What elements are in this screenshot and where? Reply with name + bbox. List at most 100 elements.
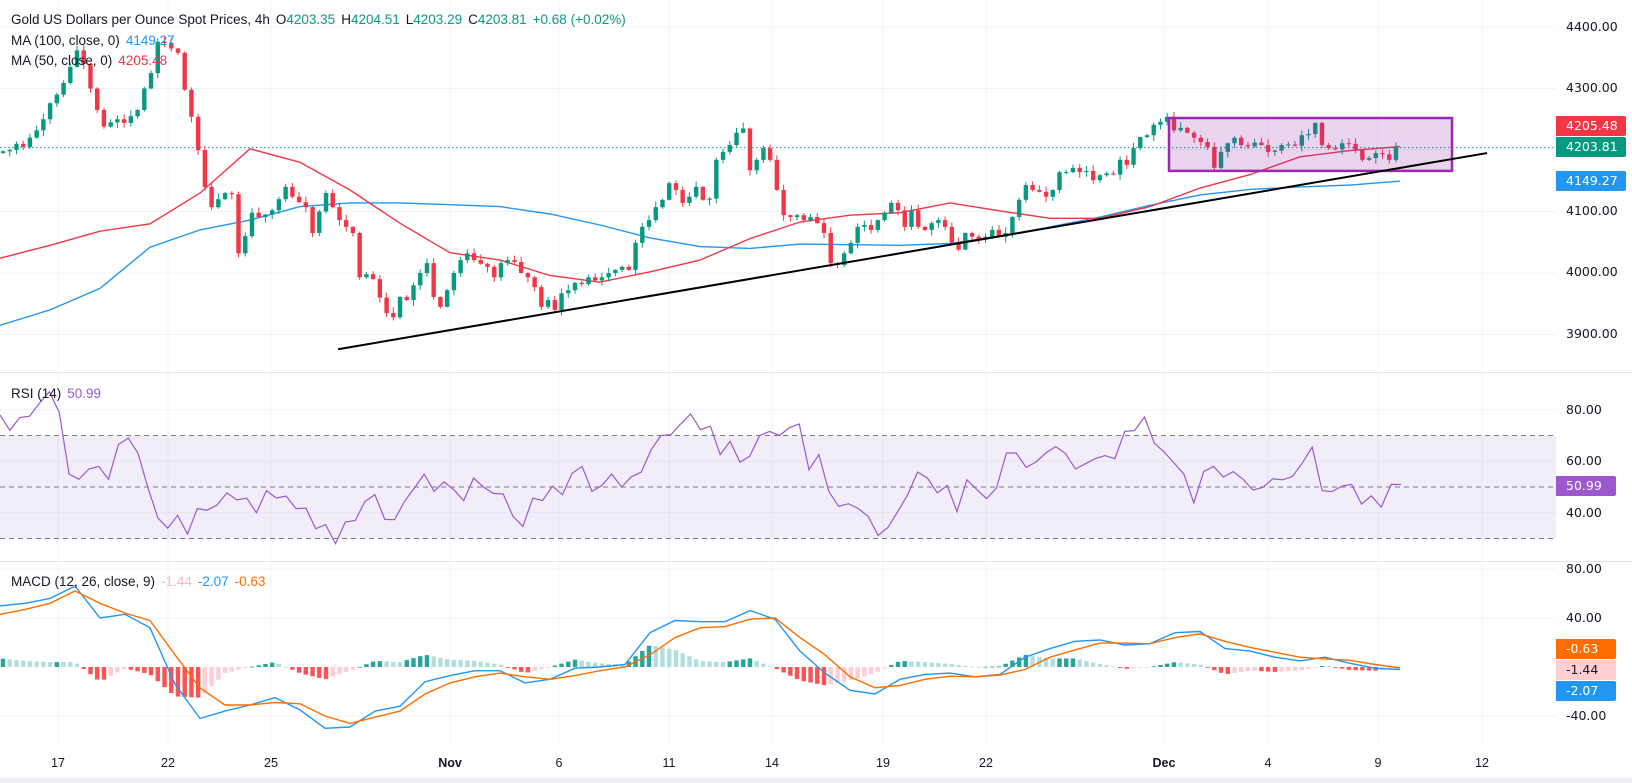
macd-histogram-bar: [687, 656, 692, 667]
macd-histogram-bar: [700, 661, 706, 667]
candle-body: [1259, 142, 1264, 146]
macd-histogram-bar: [1360, 667, 1365, 671]
candle-body: [714, 159, 719, 199]
candle: [1057, 170, 1062, 194]
macd-histogram-bar: [47, 662, 53, 667]
candle-body: [1380, 153, 1385, 155]
candle-body: [969, 233, 975, 237]
close-label: C: [468, 12, 478, 27]
candle: [646, 215, 652, 231]
macd-histogram-bar: [1252, 667, 1257, 671]
candle-body: [1366, 157, 1372, 160]
macd-histogram-bar: [1232, 667, 1237, 673]
candle: [0, 150, 6, 154]
candle: [613, 269, 618, 277]
macd-histogram-bar: [909, 661, 914, 667]
candle: [451, 270, 457, 296]
candle-body: [330, 193, 335, 208]
price-tick: 4100.00: [1566, 203, 1618, 218]
macd-histogram-bar: [1097, 663, 1103, 667]
candle: [909, 205, 914, 231]
candle: [41, 113, 46, 136]
candle-body: [1353, 143, 1358, 150]
candle-body: [741, 128, 746, 133]
candle: [868, 219, 874, 234]
macd-histogram-bar: [754, 661, 759, 667]
macd-histogram-bar: [115, 667, 120, 673]
macd-histogram-bar: [337, 667, 342, 675]
candle: [364, 271, 369, 279]
candle-body: [269, 210, 275, 215]
date-label: 22: [161, 756, 175, 770]
macd-histogram-bar: [1245, 667, 1251, 671]
candle-body: [222, 193, 228, 200]
candle-body: [377, 279, 383, 298]
candle-body: [640, 226, 645, 243]
candle: [949, 222, 955, 246]
macd-histogram-bar: [1077, 659, 1082, 667]
candle: [539, 284, 544, 310]
macd-histogram-bar: [949, 664, 955, 667]
candle: [1037, 185, 1042, 193]
candle: [667, 181, 672, 201]
macd-histogram-bar: [545, 667, 551, 668]
candle: [444, 288, 450, 308]
macd-histogram-bar: [1286, 667, 1291, 672]
macd-histogram-bar: [169, 667, 174, 694]
macd-histogram-bar: [465, 660, 470, 667]
symbol-legend: Gold US Dollars per Ounce Spot Prices, 4…: [11, 11, 638, 29]
ma50-legend[interactable]: MA (50, close, 0) 4205.48: [11, 52, 173, 70]
macd-histogram-bar: [377, 661, 383, 667]
candle-body: [357, 233, 362, 278]
macd-histogram-bar: [485, 662, 490, 667]
candle: [700, 186, 706, 201]
candle: [209, 182, 214, 210]
candle-body: [229, 193, 235, 195]
macd-histogram-bar: [444, 659, 450, 667]
macd-histogram-bar: [498, 664, 504, 667]
macd-histogram-bar: [1084, 660, 1089, 667]
macd-histogram-bar: [108, 667, 113, 676]
candle: [256, 207, 261, 219]
macd-histogram-bar: [579, 660, 584, 667]
candle: [1104, 171, 1109, 177]
date-label: 6: [555, 756, 563, 770]
candle-body: [545, 300, 551, 307]
candle-body: [1252, 142, 1257, 147]
candle-body: [54, 94, 60, 104]
macd-histogram-bar: [976, 666, 981, 668]
candle-body: [1218, 151, 1224, 168]
candle-body: [518, 261, 524, 273]
candle: [767, 144, 773, 162]
candle-body: [492, 266, 497, 278]
candle: [606, 267, 611, 282]
rsi-legend[interactable]: RSI (14) 50.99: [11, 385, 107, 403]
candle: [653, 201, 658, 223]
candle-body: [418, 273, 423, 286]
macd-histogram-bar: [34, 661, 39, 667]
candle: [895, 199, 901, 216]
ma100-legend[interactable]: MA (100, close, 0) 4149.27: [11, 32, 181, 50]
candle-body: [209, 186, 214, 208]
date-label: 4: [1264, 756, 1272, 770]
candle-body: [438, 296, 443, 307]
macd-histogram-bar: [1191, 663, 1197, 667]
candle: [1313, 122, 1318, 138]
macd-histogram-bar: [370, 661, 376, 667]
macd-legend[interactable]: MACD (12, 26, close, 9) -1.44 -2.07 -0.63: [11, 573, 271, 591]
candle-body: [754, 159, 759, 171]
macd-histogram-bar: [781, 667, 786, 673]
candle: [714, 157, 719, 204]
candle: [61, 80, 66, 98]
candle-body: [613, 269, 618, 273]
candle: [155, 38, 160, 79]
macd-histogram-bar: [1043, 657, 1049, 667]
candle-body: [249, 212, 255, 237]
candle: [1225, 142, 1230, 158]
candle-body: [498, 263, 504, 278]
macd-histogram-bar: [54, 662, 60, 667]
candle-body: [815, 217, 820, 224]
macd-histogram-bar: [451, 659, 457, 667]
candle-body: [828, 233, 833, 264]
